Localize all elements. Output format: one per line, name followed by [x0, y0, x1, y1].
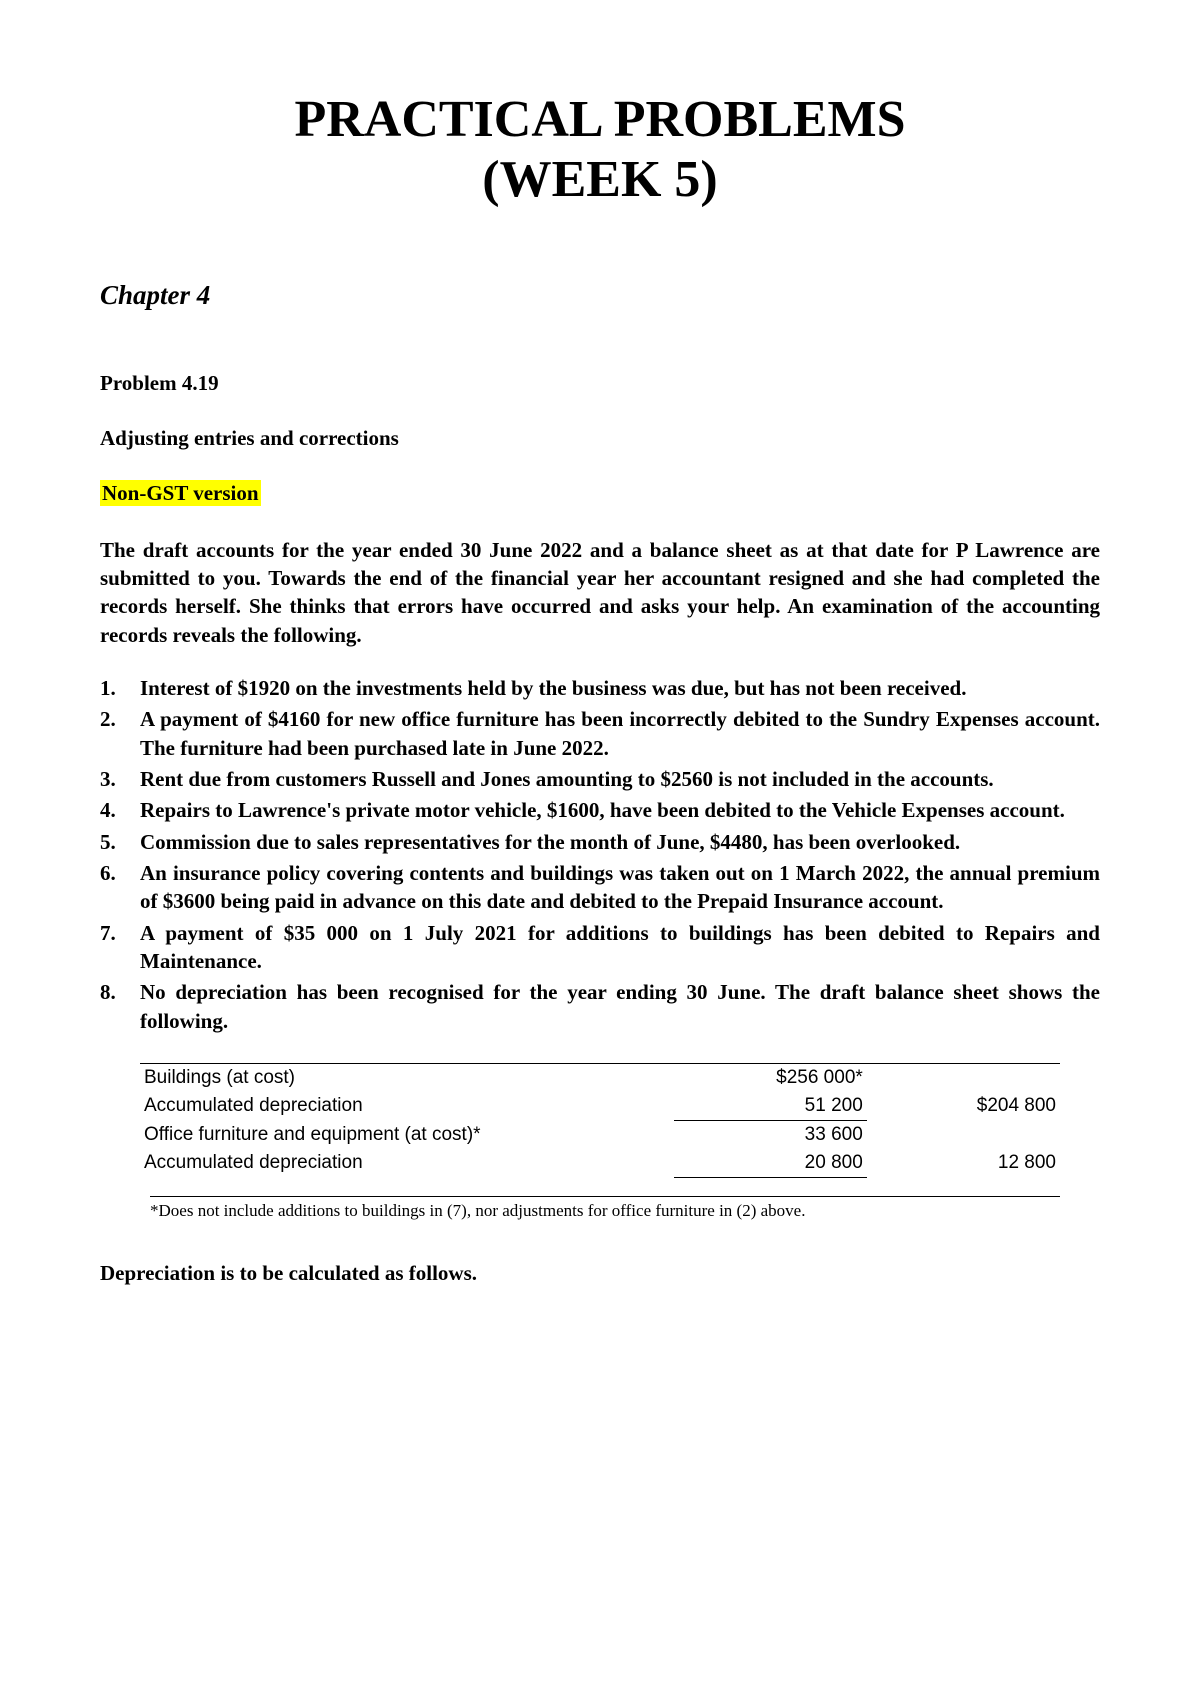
- list-item: Commission due to sales representatives …: [100, 828, 1100, 856]
- title-line1: PRACTICAL PROBLEMS: [294, 91, 905, 148]
- list-item: No depreciation has been recognised for …: [100, 978, 1100, 1035]
- table-row: Office furniture and equipment (at cost)…: [140, 1121, 1060, 1150]
- problem-number: Problem 4.19: [100, 371, 1100, 396]
- balance-table-wrap: Buildings (at cost) $256 000* Accumulate…: [140, 1063, 1060, 1178]
- table-cell-label: Office furniture and equipment (at cost)…: [140, 1121, 674, 1150]
- highlight-row: Non-GST version: [100, 481, 1100, 506]
- list-item: A payment of $35 000 on 1 July 2021 for …: [100, 919, 1100, 976]
- page-title: PRACTICAL PROBLEMS (WEEK 5): [100, 90, 1100, 210]
- balance-table: Buildings (at cost) $256 000* Accumulate…: [140, 1063, 1060, 1178]
- table-cell-value: $256 000*: [674, 1064, 867, 1093]
- table-row: Buildings (at cost) $256 000*: [140, 1064, 1060, 1093]
- table-cell-value: 51 200: [674, 1092, 867, 1121]
- problem-subtitle: Adjusting entries and corrections: [100, 426, 1100, 451]
- list-item: A payment of $4160 for new office furnit…: [100, 705, 1100, 762]
- intro-paragraph: The draft accounts for the year ended 30…: [100, 536, 1100, 649]
- closing-line: Depreciation is to be calculated as foll…: [100, 1261, 1100, 1286]
- table-cell-value: 33 600: [674, 1121, 867, 1150]
- table-cell-label: Accumulated depreciation: [140, 1149, 674, 1178]
- title-line2: (WEEK 5): [482, 151, 717, 208]
- table-cell-label: Buildings (at cost): [140, 1064, 674, 1093]
- table-cell-value: [867, 1064, 1060, 1093]
- table-cell-value: 12 800: [867, 1149, 1060, 1178]
- table-row: Accumulated depreciation 51 200 $204 800: [140, 1092, 1060, 1121]
- list-item: Interest of $1920 on the investments hel…: [100, 674, 1100, 702]
- problem-list: Interest of $1920 on the investments hel…: [100, 674, 1100, 1035]
- version-highlight: Non-GST version: [100, 480, 261, 506]
- chapter-heading: Chapter 4: [100, 280, 1100, 311]
- table-cell-label: Accumulated depreciation: [140, 1092, 674, 1121]
- list-item: Repairs to Lawrence's private motor vehi…: [100, 796, 1100, 824]
- table-cell-value: [867, 1121, 1060, 1150]
- table-cell-value: 20 800: [674, 1149, 867, 1178]
- list-item: Rent due from customers Russell and Jone…: [100, 765, 1100, 793]
- table-row: Accumulated depreciation 20 800 12 800: [140, 1149, 1060, 1178]
- table-cell-value: $204 800: [867, 1092, 1060, 1121]
- list-item: An insurance policy covering contents an…: [100, 859, 1100, 916]
- table-footnote: *Does not include additions to buildings…: [150, 1196, 1060, 1221]
